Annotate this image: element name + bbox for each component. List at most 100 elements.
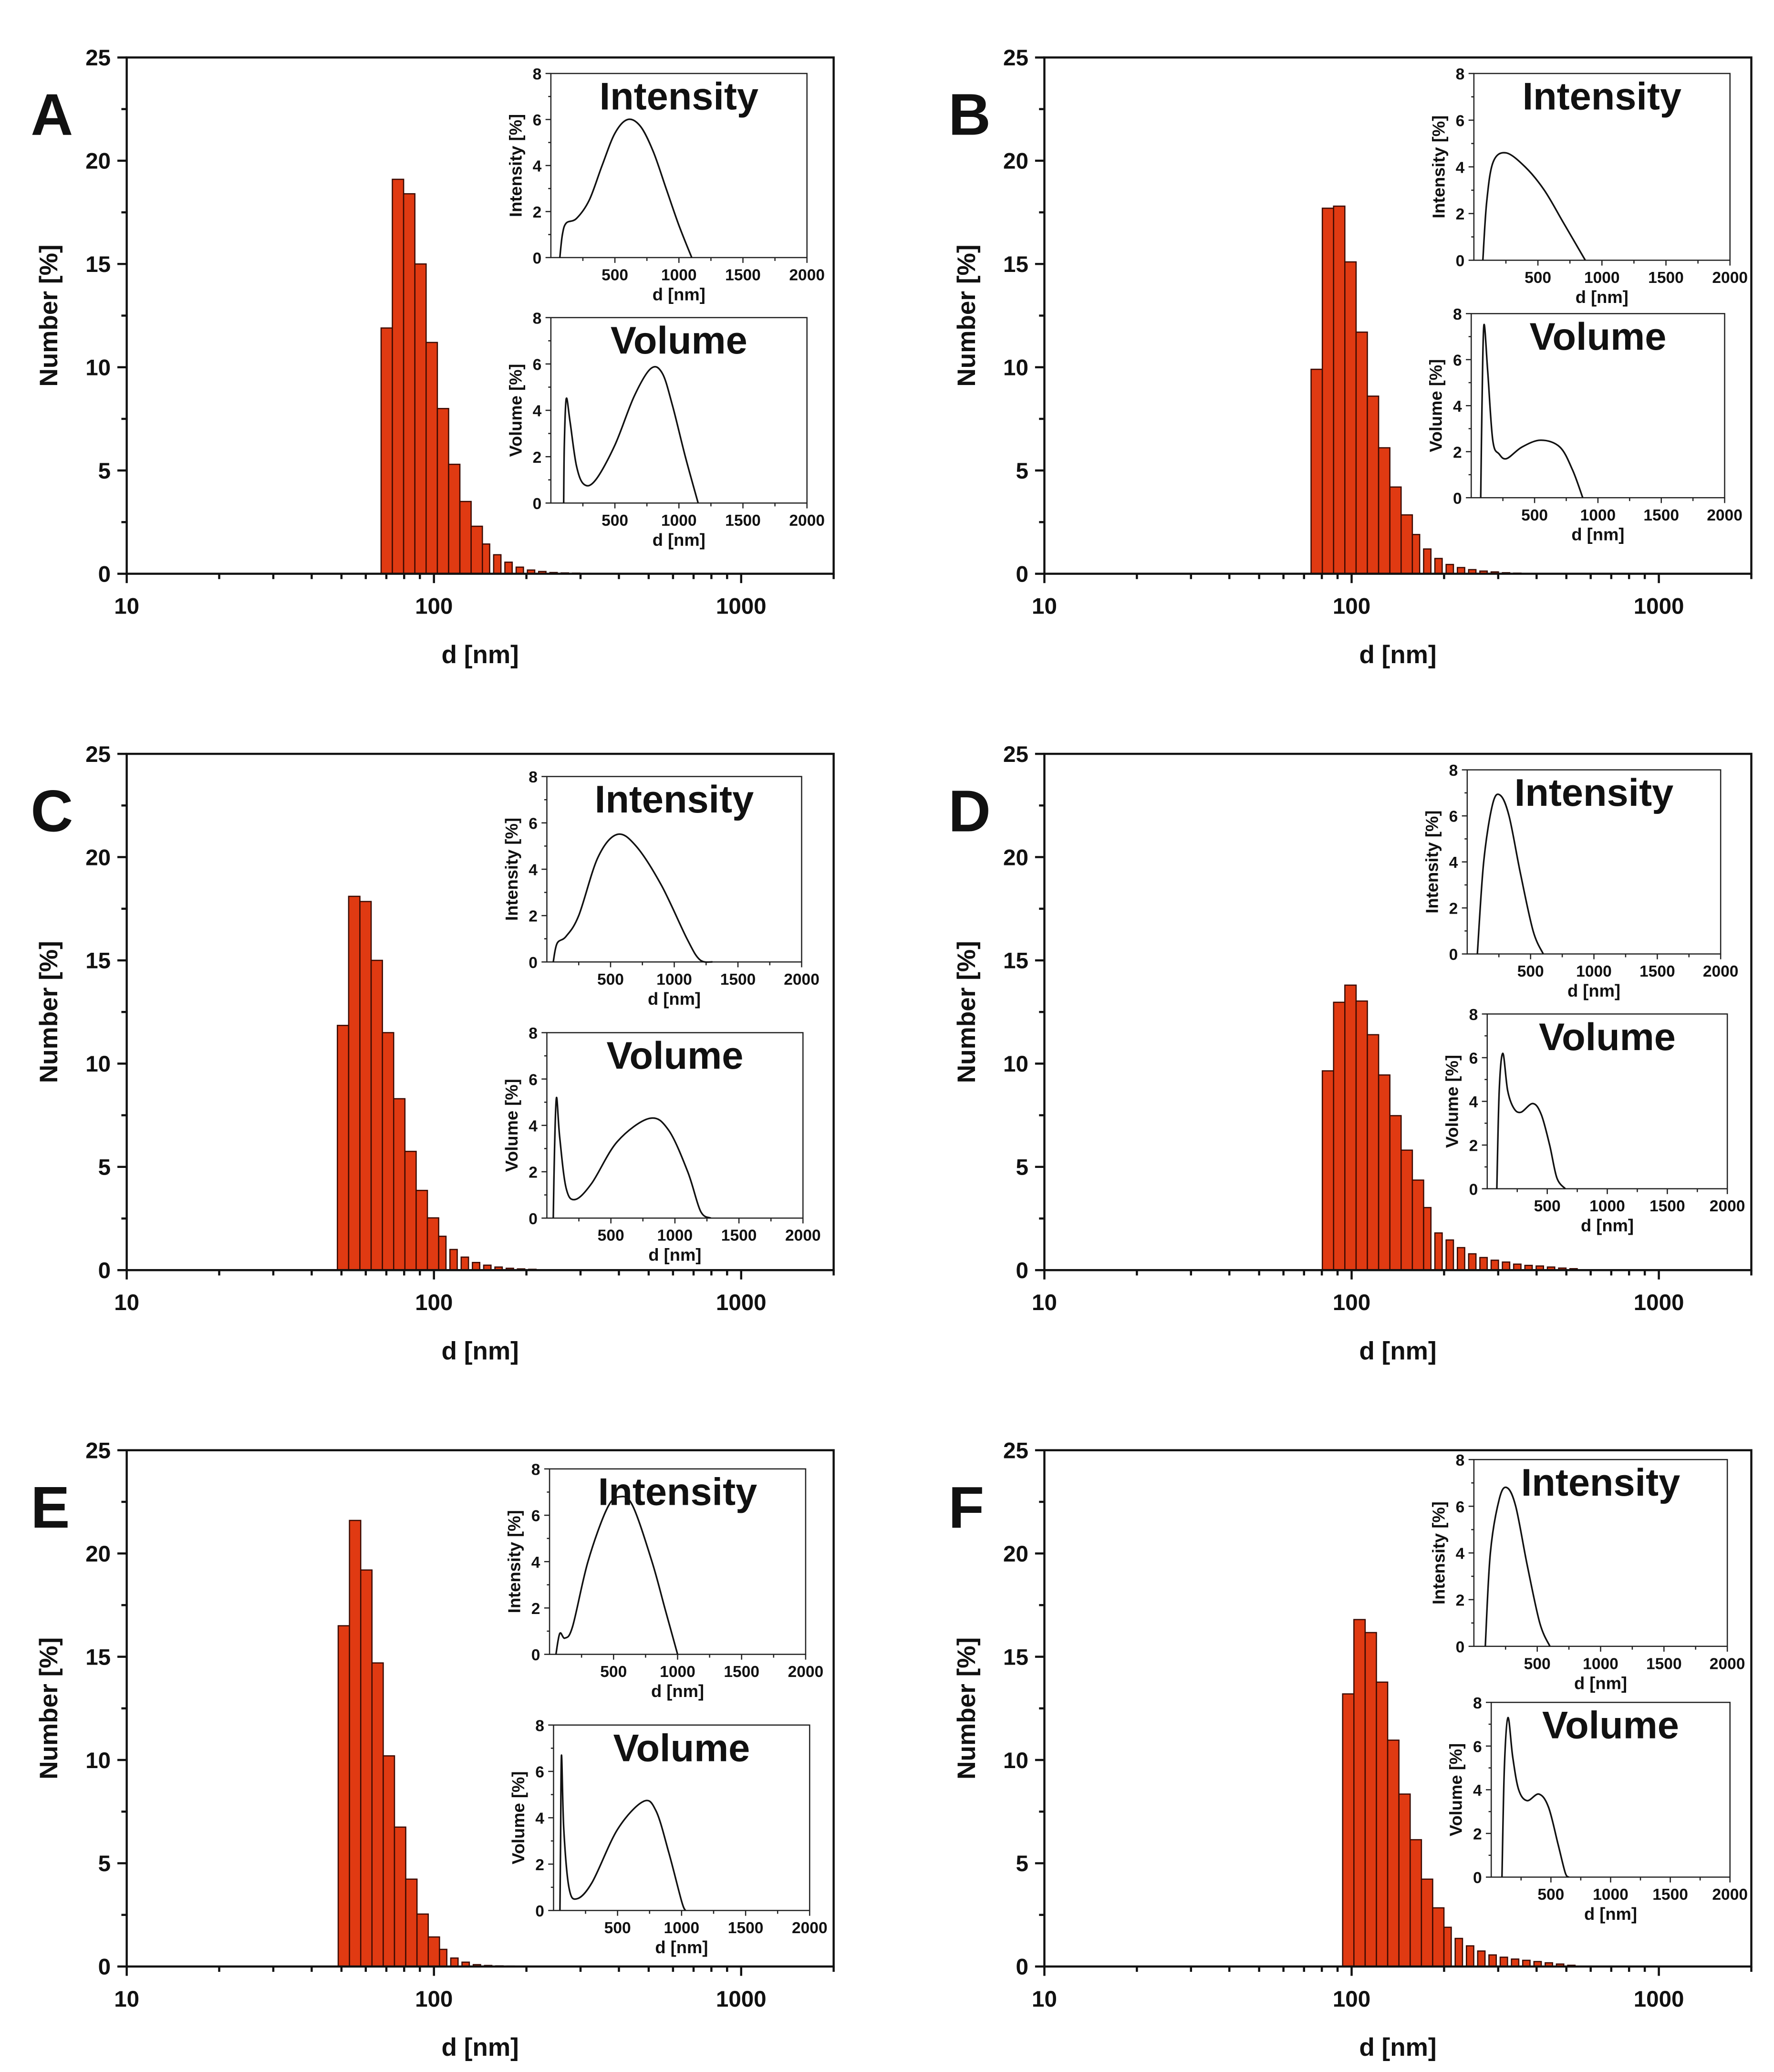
y-tick-label: 20 <box>85 1541 111 1567</box>
inset-title: Intensity <box>600 75 758 118</box>
histogram-bar <box>449 1249 458 1271</box>
inset-x-axis-label: d [nm] <box>655 1937 708 1957</box>
x-axis-label: d [nm] <box>442 1337 519 1365</box>
inset-y-tick-label: 2 <box>1473 1826 1482 1843</box>
inset-y-axis-label: Volume [%] <box>508 1771 528 1864</box>
inset-x-tick-label: 1000 <box>661 512 697 530</box>
histogram-bar <box>1401 1149 1413 1271</box>
inset-x-tick-label: 2000 <box>784 971 820 989</box>
x-axis-label: d [nm] <box>442 2033 519 2062</box>
histogram-bar <box>1465 1945 1474 1968</box>
histogram-bar <box>1353 1619 1366 1968</box>
inset-y-tick-label: 8 <box>529 769 538 786</box>
inset-x-tick-label: 1500 <box>1650 1197 1685 1215</box>
inset-x-tick-label: 1000 <box>664 1919 700 1937</box>
histogram-bar <box>349 1520 362 1968</box>
histogram-bar <box>1477 1950 1486 1968</box>
histogram-bar <box>504 562 513 574</box>
inset-x-tick-label: 1500 <box>720 971 756 989</box>
x-axis-label: d [nm] <box>1359 1337 1436 1365</box>
histogram-bar <box>460 1256 469 1271</box>
y-tick-label: 25 <box>1003 742 1028 767</box>
x-tick-label: 100 <box>1333 1987 1370 2012</box>
inset-x-axis-label: d [nm] <box>653 284 705 304</box>
inset-volume: 0 2 4 6 8 500 1000 1500 2000 d [nm] Volume [%] Volu… <box>1442 1006 1745 1235</box>
inset-y-axis-label: Intensity [%] <box>505 1510 524 1613</box>
inset-x-tick-label: 1500 <box>1648 269 1684 287</box>
y-tick-label: 25 <box>85 1438 111 1464</box>
histogram-bar <box>1310 368 1323 574</box>
inset-y-tick-label: 6 <box>1473 1738 1482 1756</box>
inset-y-tick-label: 2 <box>1456 1592 1465 1609</box>
histogram-bar <box>1355 1000 1368 1271</box>
inset-y-tick-label: 8 <box>531 1461 540 1479</box>
x-axis-label: d [nm] <box>442 641 519 669</box>
inset-y-tick-label: 6 <box>533 356 542 374</box>
histogram-bar <box>1321 208 1334 574</box>
inset-y-axis-label: Volume [%] <box>1446 1743 1466 1836</box>
inset-y-tick-label: 0 <box>533 495 542 513</box>
inset-y-tick-label: 0 <box>531 1646 540 1664</box>
inset-y-tick-label: 2 <box>531 1600 540 1618</box>
y-tick-label: 0 <box>1016 1955 1028 1980</box>
x-axis-label: d [nm] <box>1359 641 1436 669</box>
inset-y-tick-label: 6 <box>533 112 542 129</box>
histogram-bar <box>415 1189 428 1271</box>
inset-x-tick-label: 2000 <box>1703 963 1739 980</box>
inset-x-tick-label: 1500 <box>728 1919 764 1937</box>
y-tick-label: 0 <box>1016 562 1028 587</box>
inset-x-tick-label: 2000 <box>1712 269 1748 287</box>
x-tick-label: 1000 <box>716 1290 767 1315</box>
histogram-bar <box>1321 1070 1334 1271</box>
inset-x-tick-label: 500 <box>604 1919 631 1937</box>
histogram-bar <box>337 1625 350 1968</box>
histogram-bar <box>1490 1260 1499 1271</box>
x-tick-label: 1000 <box>1634 593 1684 619</box>
histogram-bar <box>359 901 372 1271</box>
inset-x-tick-label: 1500 <box>725 512 761 530</box>
histogram-bar <box>1410 1839 1422 1968</box>
inset-y-tick-label: 0 <box>1449 946 1458 964</box>
inset-x-tick-label: 500 <box>600 1663 627 1681</box>
inset-x-tick-label: 2000 <box>785 1227 821 1245</box>
inset-title: Volume <box>1529 315 1666 358</box>
inset-title: Volume <box>1542 1704 1679 1747</box>
inset-x-tick-label: 2000 <box>1712 1886 1748 1904</box>
inset-x-tick-label: 1500 <box>724 1663 759 1681</box>
histogram-bar <box>1445 563 1454 574</box>
histogram-bar <box>459 500 472 574</box>
x-tick-label: 1000 <box>716 1987 767 2012</box>
inset-x-tick-label: 2000 <box>788 1663 824 1681</box>
histogram-bar <box>1401 514 1413 574</box>
inset-volume: 0 2 4 6 8 500 1000 1500 2000 d [nm] Volume [%] Volu… <box>1426 306 1743 544</box>
panel-letter: B <box>948 83 991 148</box>
inset-y-tick-label: 6 <box>535 1764 544 1781</box>
histogram-bar <box>1376 1681 1389 1968</box>
histogram-bar <box>1378 1074 1390 1271</box>
histogram-bar <box>1502 1261 1511 1271</box>
intensity-distribution-curve <box>1482 152 1586 261</box>
inset-y-tick-label: 2 <box>1469 1137 1478 1155</box>
histogram-bar <box>403 193 415 574</box>
inset-x-axis-label: d [nm] <box>1584 1904 1637 1924</box>
intensity-distribution-curve <box>1484 1486 1551 1647</box>
y-tick-label: 20 <box>85 149 111 174</box>
histogram-bar <box>1434 1232 1443 1271</box>
inset-y-tick-label: 8 <box>529 1025 538 1042</box>
y-tick-label: 20 <box>85 845 111 870</box>
histogram-bar <box>1499 1957 1508 1968</box>
panel-letter: A <box>31 83 73 148</box>
histogram-bar <box>448 463 461 574</box>
inset-x-axis-label: d [nm] <box>648 1245 701 1265</box>
y-tick-label: 15 <box>1003 1645 1028 1670</box>
x-tick-label: 1000 <box>1634 1290 1684 1315</box>
y-tick-label: 5 <box>98 1851 111 1876</box>
inset-title: Volume <box>606 1034 743 1077</box>
histogram-bar <box>425 342 438 574</box>
inset-title: Volume <box>1539 1016 1676 1059</box>
panel-letter: D <box>948 779 991 844</box>
